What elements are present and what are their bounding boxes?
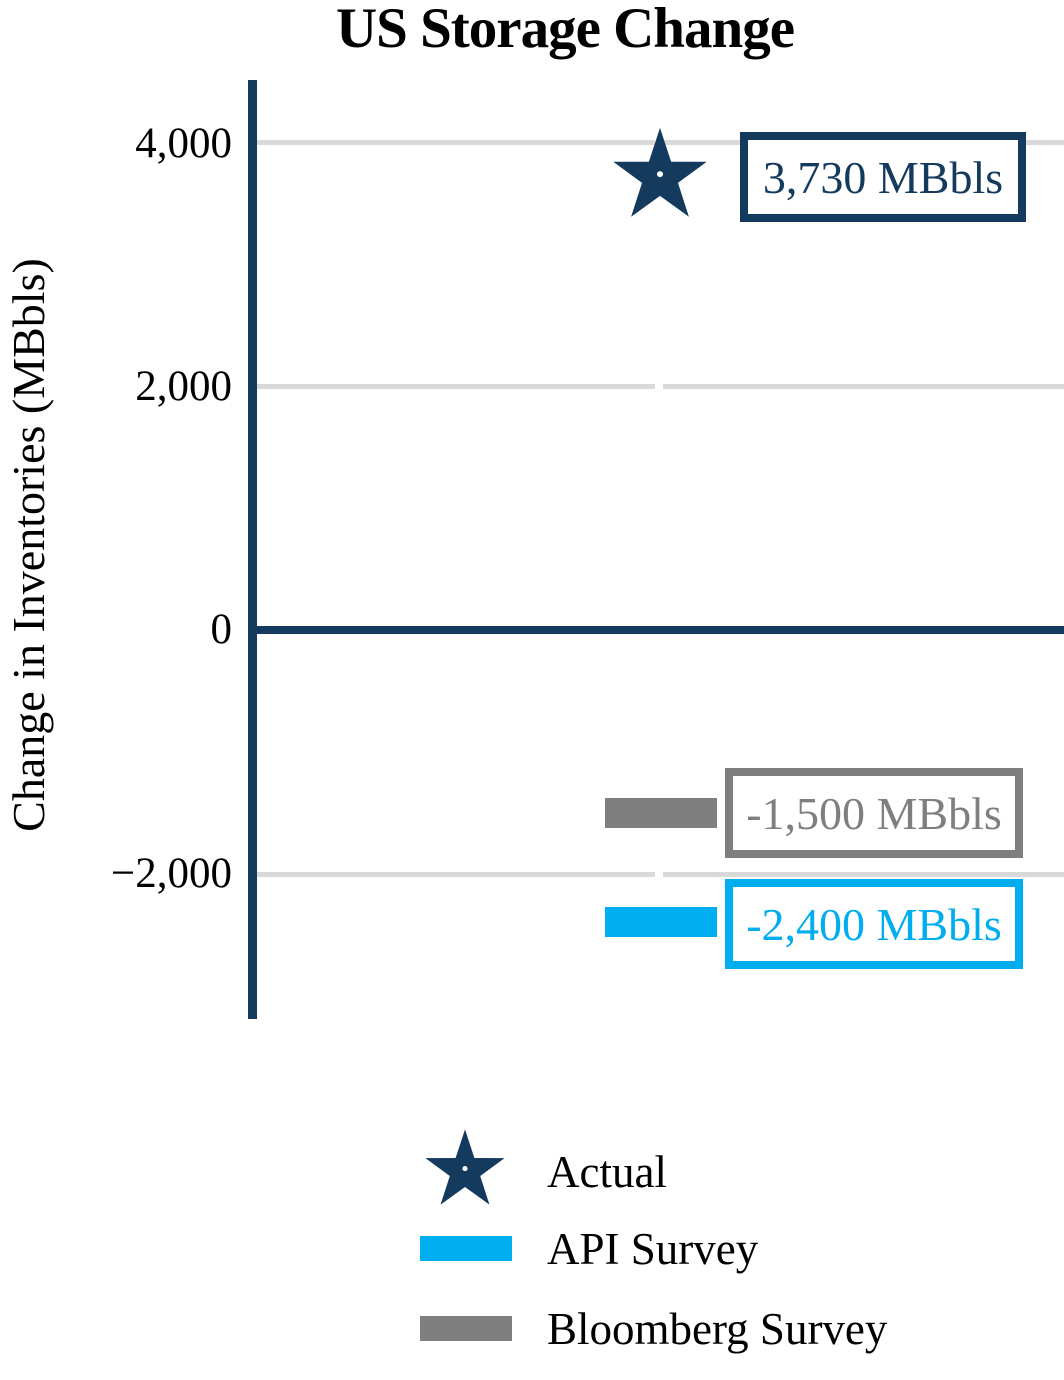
- legend-item-bloomberg-survey: Bloomberg Survey: [547, 1304, 888, 1354]
- legend-item-actual: Actual: [547, 1147, 667, 1197]
- star-icon: [425, 1129, 505, 1205]
- api-value-label: -2,400 MBbls: [725, 879, 1023, 969]
- y-tick-neg2000: −2,000: [110, 850, 232, 897]
- y-tick-0: 0: [210, 606, 233, 653]
- bloomberg-value-label: -1,500 MBbls: [725, 768, 1023, 858]
- api-survey-bar: [605, 907, 717, 937]
- legend-item-api-survey: API Survey: [547, 1224, 759, 1274]
- gridline-neg2000: [663, 872, 1064, 877]
- gridline-2000: [663, 384, 1064, 389]
- y-tick-4000: 4,000: [135, 120, 232, 167]
- chart-title: US Storage Change: [335, 0, 795, 60]
- gridline-neg2000: [257, 872, 655, 877]
- y-axis-label: Change in Inventories (MBbls): [3, 258, 54, 832]
- star-icon: [613, 127, 707, 217]
- api-survey-swatch: [420, 1236, 512, 1261]
- bloomberg-survey-bar: [605, 798, 717, 828]
- gridline-2000: [257, 384, 655, 389]
- y-axis-spine: [248, 80, 257, 1019]
- bloomberg-survey-swatch: [420, 1316, 512, 1341]
- y-tick-2000: 2,000: [135, 363, 232, 410]
- zero-line: [257, 626, 1064, 634]
- actual-value-label: 3,730 MBbls: [740, 132, 1026, 222]
- gridline-4000: [257, 140, 655, 145]
